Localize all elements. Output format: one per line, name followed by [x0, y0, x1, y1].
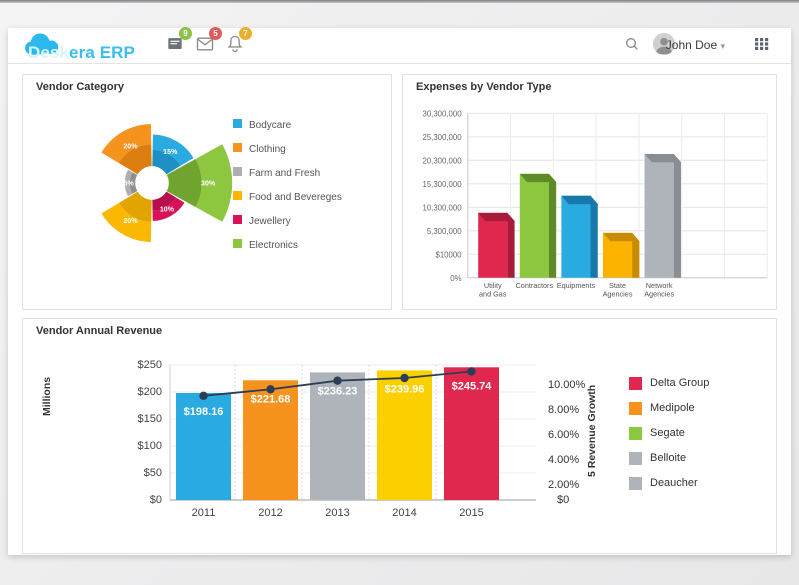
svg-text:10%: 10% — [160, 206, 175, 214]
svg-text:$10000: $10000 — [436, 250, 463, 259]
svg-text:$250: $250 — [138, 359, 162, 371]
svg-text:$221.68: $221.68 — [251, 393, 291, 405]
svg-text:$245.74: $245.74 — [452, 380, 493, 392]
svg-text:Agencies: Agencies — [644, 289, 674, 298]
svg-text:$50: $50 — [144, 467, 162, 479]
svg-text:$200: $200 — [138, 386, 162, 398]
svg-text:$236.23: $236.23 — [318, 385, 358, 397]
svg-text:10,300,000: 10,300,000 — [423, 203, 463, 212]
svg-text:2013: 2013 — [325, 507, 349, 519]
svg-text:2011: 2011 — [192, 507, 216, 519]
svg-text:30%: 30% — [201, 180, 216, 188]
svg-text:2014: 2014 — [392, 507, 416, 519]
svg-text:20,300,000: 20,300,000 — [423, 156, 463, 165]
svg-text:$239.96: $239.96 — [385, 383, 425, 395]
svg-text:5%: 5% — [124, 180, 135, 188]
svg-text:Equipments: Equipments — [557, 281, 596, 290]
svg-text:$150: $150 — [138, 413, 162, 425]
svg-text:Contractors: Contractors — [516, 281, 554, 290]
svg-text:25,300,000: 25,300,000 — [423, 133, 463, 142]
svg-text:2012: 2012 — [258, 507, 282, 519]
svg-text:2015: 2015 — [459, 507, 483, 519]
svg-text:5,300,000: 5,300,000 — [427, 227, 462, 236]
svg-text:0%: 0% — [450, 274, 461, 283]
svg-text:$0: $0 — [150, 494, 162, 506]
svg-text:$100: $100 — [138, 440, 162, 452]
svg-text:15,300,000: 15,300,000 — [423, 180, 463, 189]
svg-text:20%: 20% — [123, 142, 138, 150]
svg-text:15%: 15% — [163, 148, 178, 156]
svg-text:20%: 20% — [123, 217, 138, 225]
svg-text:and Gas: and Gas — [479, 289, 507, 298]
svg-text:Agencies: Agencies — [603, 289, 633, 298]
svg-text:$198.16: $198.16 — [184, 406, 224, 418]
svg-text:30,300,000: 30,300,000 — [423, 110, 463, 119]
